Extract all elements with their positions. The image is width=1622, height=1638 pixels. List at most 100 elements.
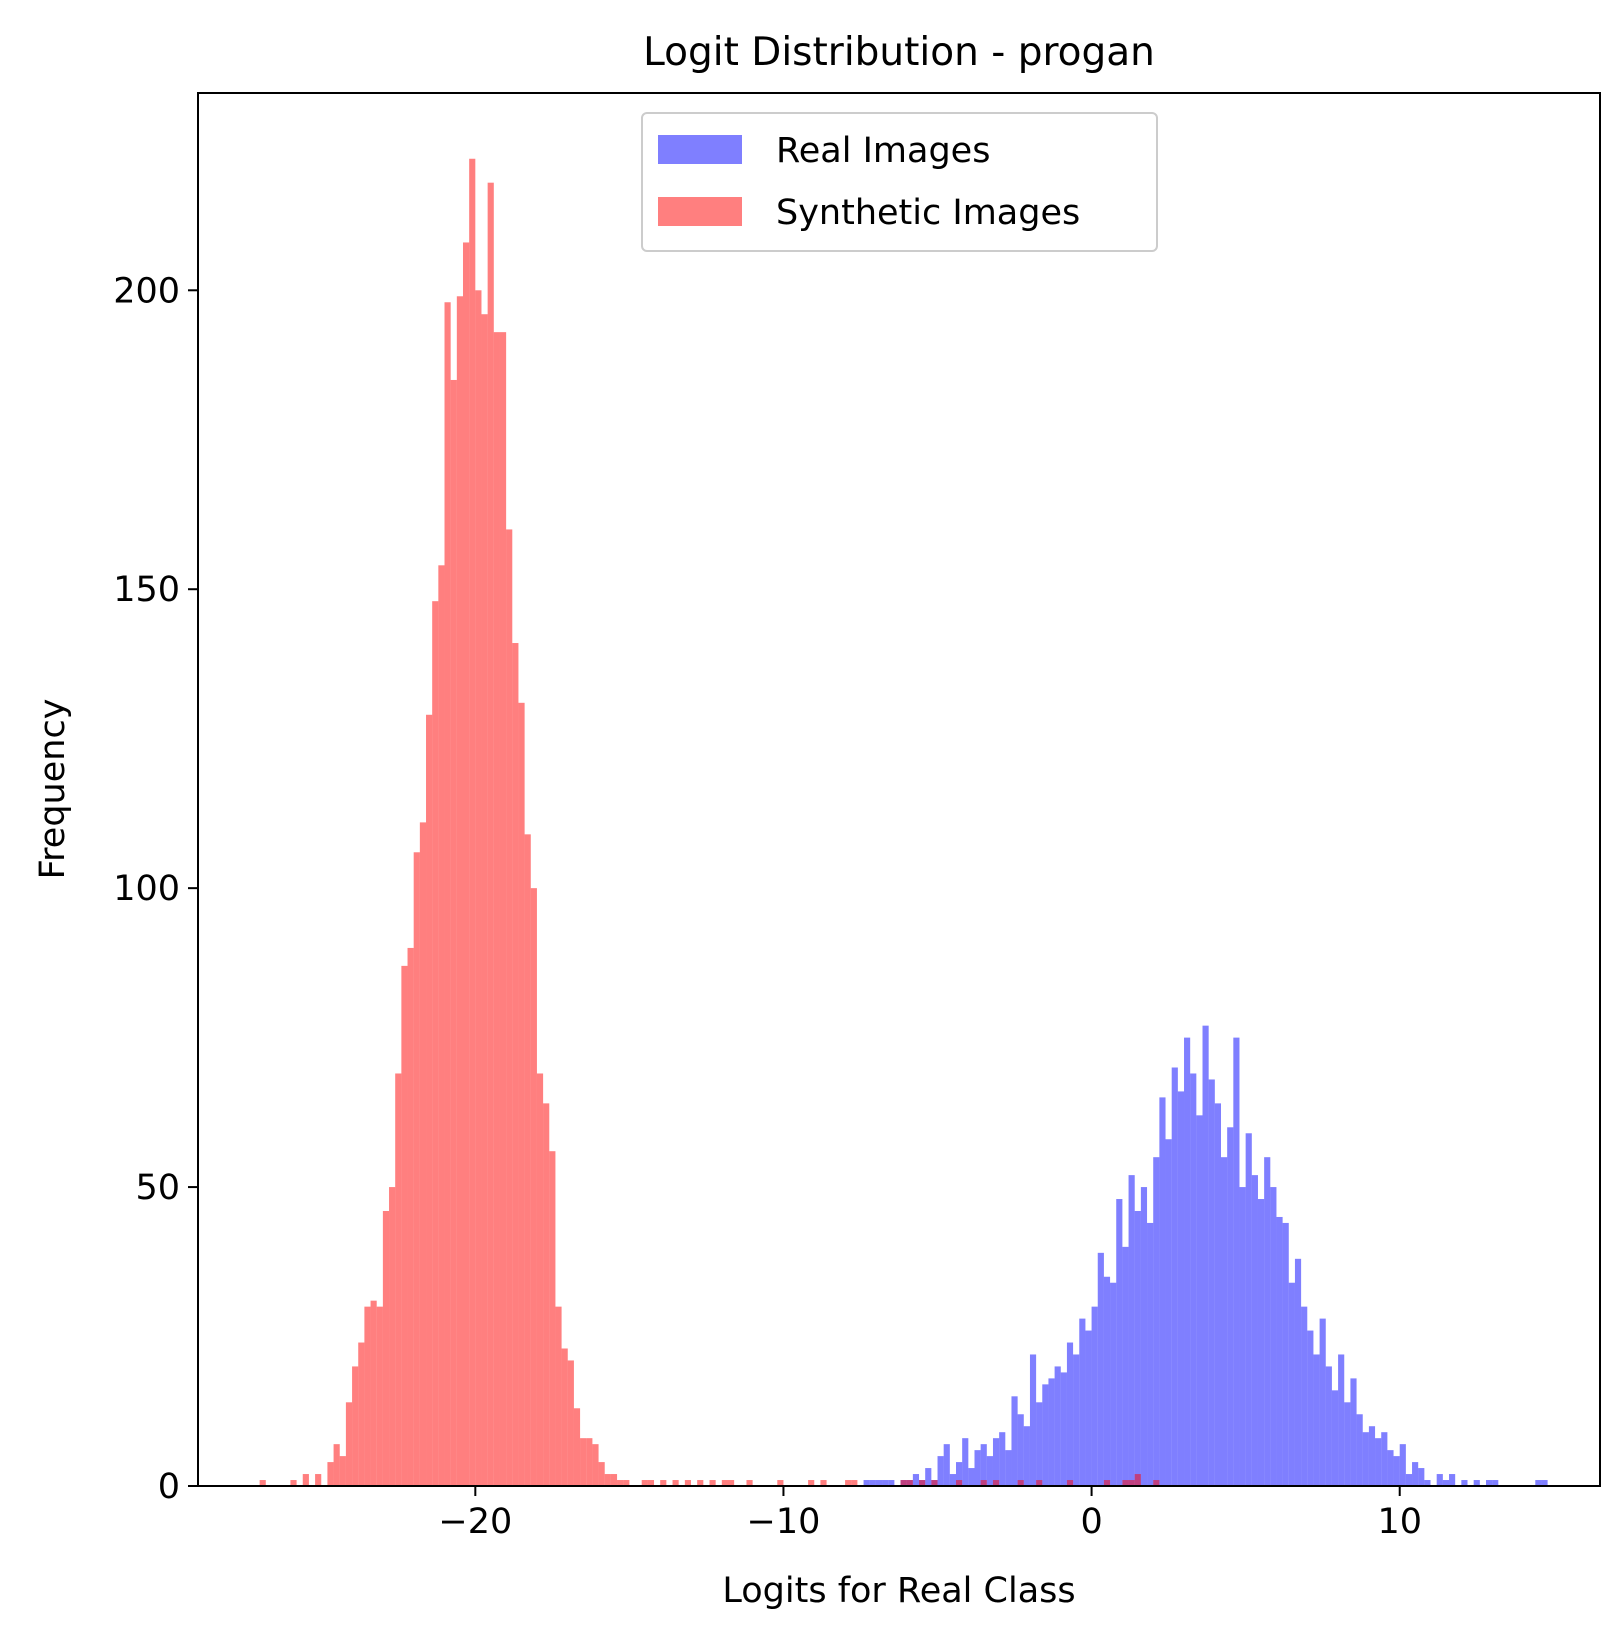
histogram-bar bbox=[1461, 1480, 1468, 1486]
histogram-bar bbox=[1165, 1139, 1172, 1486]
histogram-bar bbox=[906, 1480, 913, 1486]
histogram-bar bbox=[869, 1480, 876, 1486]
histogram-bar bbox=[1344, 1402, 1351, 1486]
histogram-bar bbox=[1042, 1384, 1049, 1486]
histogram-bar bbox=[1368, 1426, 1376, 1486]
histogram-bar bbox=[1153, 1157, 1160, 1486]
histogram-bar bbox=[1036, 1480, 1043, 1486]
histogram-bar bbox=[536, 1073, 544, 1486]
legend-label-real-images: Real Images bbox=[776, 131, 990, 171]
histogram-bar bbox=[882, 1480, 889, 1486]
histogram-bar bbox=[1449, 1474, 1456, 1486]
histogram-bar bbox=[561, 1348, 568, 1486]
histogram-bar bbox=[426, 714, 433, 1486]
histogram-bar bbox=[1103, 1276, 1111, 1486]
histogram-bar bbox=[1171, 1067, 1178, 1486]
histogram-bar bbox=[506, 529, 513, 1486]
histogram-bar bbox=[1177, 1091, 1185, 1486]
histogram-bar bbox=[1442, 1480, 1450, 1486]
histogram-bar bbox=[1029, 1354, 1037, 1486]
histogram-bar bbox=[1535, 1480, 1542, 1486]
histogram-bar bbox=[1073, 1354, 1080, 1486]
histogram-bar bbox=[586, 1438, 593, 1486]
histogram-bar bbox=[1122, 1480, 1129, 1486]
histogram-bar bbox=[1190, 1073, 1197, 1486]
histogram-bar bbox=[777, 1480, 784, 1486]
x-tick-label: −10 bbox=[747, 1502, 821, 1542]
histogram-bar bbox=[1436, 1474, 1443, 1486]
histogram-bar bbox=[1079, 1318, 1086, 1486]
x-tick-label: 10 bbox=[1377, 1502, 1422, 1542]
histogram-bar bbox=[401, 965, 408, 1486]
histogram-bar bbox=[1325, 1366, 1332, 1486]
histogram-bar bbox=[573, 1408, 581, 1486]
series-real-images bbox=[863, 1025, 1548, 1486]
histogram-bar bbox=[462, 242, 470, 1487]
histogram-bar bbox=[931, 1480, 938, 1486]
histogram-bar bbox=[1485, 1480, 1493, 1486]
histogram-bar bbox=[1116, 1199, 1123, 1486]
plot-frame bbox=[197, 92, 1601, 1487]
histogram-bar bbox=[376, 1306, 383, 1486]
histogram-bar bbox=[444, 302, 451, 1486]
histogram-bar bbox=[1066, 1342, 1074, 1486]
histogram-bar bbox=[352, 1366, 359, 1486]
histogram-bar bbox=[1134, 1210, 1141, 1486]
histogram-bar bbox=[413, 852, 420, 1486]
histogram-bar bbox=[623, 1480, 630, 1486]
histogram-bar bbox=[709, 1480, 716, 1486]
histogram-bar bbox=[475, 290, 482, 1486]
histogram-bars bbox=[259, 158, 1548, 1487]
legend-label-synthetic-images: Synthetic Images bbox=[776, 193, 1080, 233]
histogram-bar bbox=[1264, 1157, 1271, 1486]
histogram-bar bbox=[487, 182, 494, 1487]
histogram-bar bbox=[1381, 1432, 1388, 1486]
histogram-bar bbox=[1128, 1175, 1135, 1486]
histogram-bar bbox=[1239, 1187, 1246, 1486]
histogram-bar bbox=[1331, 1390, 1339, 1486]
histogram-bar bbox=[438, 565, 445, 1486]
histogram-bar bbox=[1270, 1187, 1277, 1486]
histogram-bar bbox=[469, 158, 476, 1486]
histogram-bar bbox=[339, 1456, 346, 1486]
histogram-bar bbox=[1140, 1187, 1148, 1486]
histogram-bar bbox=[610, 1474, 618, 1486]
histogram-bar bbox=[555, 1306, 562, 1486]
histogram-bar bbox=[450, 379, 457, 1487]
histogram-bar bbox=[1023, 1426, 1030, 1486]
histogram-bar bbox=[1054, 1366, 1061, 1486]
histogram-bar bbox=[727, 1480, 735, 1486]
histogram-bar bbox=[580, 1438, 587, 1486]
histogram-bar bbox=[1233, 1037, 1240, 1486]
histogram-bar bbox=[1208, 1079, 1215, 1486]
histogram-bar bbox=[1282, 1222, 1289, 1486]
histogram-bar bbox=[1214, 1103, 1221, 1486]
histogram-bar bbox=[1294, 1258, 1302, 1486]
histogram-bar bbox=[1393, 1456, 1400, 1486]
histogram-bar bbox=[1412, 1462, 1419, 1486]
histogram-bar bbox=[259, 1480, 266, 1486]
histogram-bar bbox=[419, 822, 427, 1486]
histogram-bar bbox=[672, 1480, 679, 1486]
histogram-bar bbox=[382, 1210, 390, 1486]
histogram-bar bbox=[1276, 1216, 1283, 1486]
histogram-bar bbox=[1399, 1444, 1406, 1486]
histogram-bar bbox=[980, 1444, 987, 1486]
histogram-bar bbox=[549, 1151, 556, 1486]
histogram-bar bbox=[345, 1402, 353, 1486]
histogram-bar bbox=[432, 601, 439, 1486]
histogram-bar bbox=[1319, 1318, 1326, 1486]
histogram-bar bbox=[1227, 1127, 1234, 1486]
histogram-bar bbox=[1356, 1414, 1363, 1486]
histogram-bar bbox=[358, 1342, 365, 1486]
histogram-bar bbox=[567, 1360, 574, 1486]
histogram-bar bbox=[389, 1187, 396, 1486]
histogram-bar bbox=[808, 1480, 815, 1486]
chart-title: Logit Distribution - progan bbox=[643, 30, 1155, 75]
legend-swatch-synthetic-images bbox=[658, 197, 742, 226]
histogram-bar bbox=[1288, 1282, 1295, 1486]
histogram-bar bbox=[746, 1480, 753, 1486]
histogram-bar bbox=[290, 1480, 297, 1486]
histogram-bar bbox=[327, 1462, 334, 1486]
